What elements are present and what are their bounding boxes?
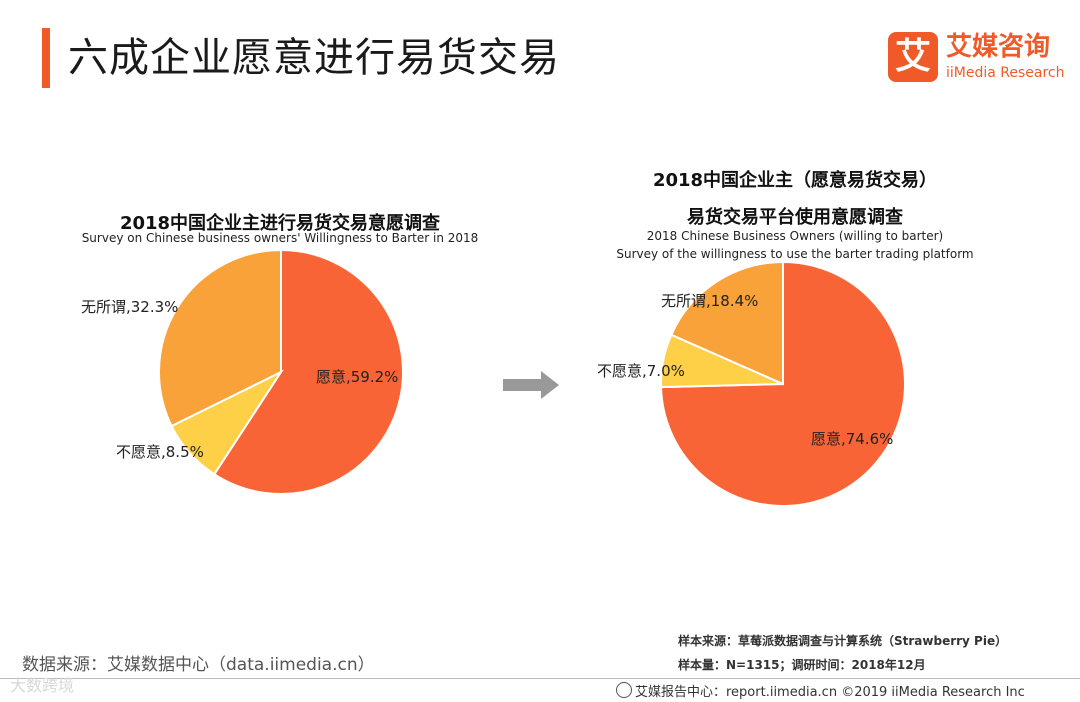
title-accent-bar [42, 28, 50, 88]
footer-divider [0, 678, 1080, 679]
logo-mark: 艾 [888, 32, 938, 82]
chart2-title-line2: 易货交易平台使用意愿调查 [687, 207, 903, 228]
pie-label-indifferent: 无所谓,32.3% [81, 298, 178, 316]
chart1-subtitle: Survey on Chinese business owners' Willi… [81, 231, 479, 245]
pie-slice-indifferent [670, 260, 784, 386]
pie-chart-platform-willingness: 愿意,74.6% 不愿意,7.0% 无所谓,18.4% [597, 260, 906, 507]
pie-label-unwilling: 不愿意,8.5% [116, 443, 204, 461]
page-title: 六成企业愿意进行易货交易 [68, 35, 560, 81]
arrow-right-icon [503, 371, 559, 399]
watermark: 大数跨境 [10, 676, 75, 695]
pie-chart-willingness: 愿意,59.2% 不愿意,8.5% 无所谓,32.3% [81, 248, 404, 495]
sample-size: 样本量：N=1315；调研时间：2018年12月 [678, 658, 926, 672]
pie-label-willing: 愿意,59.2% [316, 368, 398, 386]
chart2-subtitle-line1: 2018 Chinese Business Owners (willing to… [646, 229, 944, 243]
chart1-title: 2018中国企业主进行易货交易意愿调查 [119, 213, 441, 234]
pie-label-willing: 愿意,74.6% [811, 430, 893, 448]
logo-cn-text: 艾媒咨询 [946, 32, 1051, 62]
iimedia-logo: 艾 艾媒咨询 iiMedia Research [888, 32, 1065, 84]
footer-report-center: 艾媒报告中心：report.iimedia.cn ©2019 iiMedia R… [616, 681, 1025, 700]
pie-label-unwilling: 不愿意,7.0% [597, 362, 685, 380]
data-source: 数据来源：艾媒数据中心（data.iimedia.cn） [22, 655, 375, 675]
pie-label-indifferent: 无所谓,18.4% [661, 292, 758, 310]
sample-source: 样本来源：草莓派数据调查与计算系统（Strawberry Pie） [678, 634, 1008, 648]
chart2-title-line1: 2018中国企业主（愿意易货交易） [652, 170, 938, 191]
globe-icon [616, 682, 632, 698]
pie-slice-indifferent [158, 248, 282, 428]
chart2-subtitle-line2: Survey of the willingness to use the bar… [616, 247, 974, 261]
footer-report-text: 艾媒报告中心：report.iimedia.cn ©2019 iiMedia R… [635, 685, 1025, 700]
pie-slice-willing [212, 248, 404, 495]
logo-en-text: iiMedia Research [946, 65, 1065, 81]
